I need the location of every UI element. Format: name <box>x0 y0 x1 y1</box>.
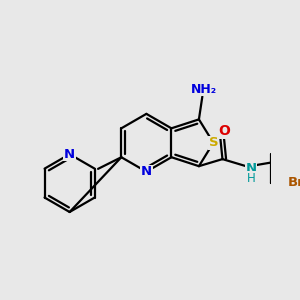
Text: N: N <box>245 162 256 175</box>
Text: S: S <box>208 136 218 149</box>
Text: N: N <box>64 148 75 161</box>
Text: N: N <box>141 165 152 178</box>
Text: H: H <box>247 172 255 185</box>
Text: NH₂: NH₂ <box>191 83 217 96</box>
Text: O: O <box>218 124 230 138</box>
Text: Br: Br <box>288 176 300 189</box>
